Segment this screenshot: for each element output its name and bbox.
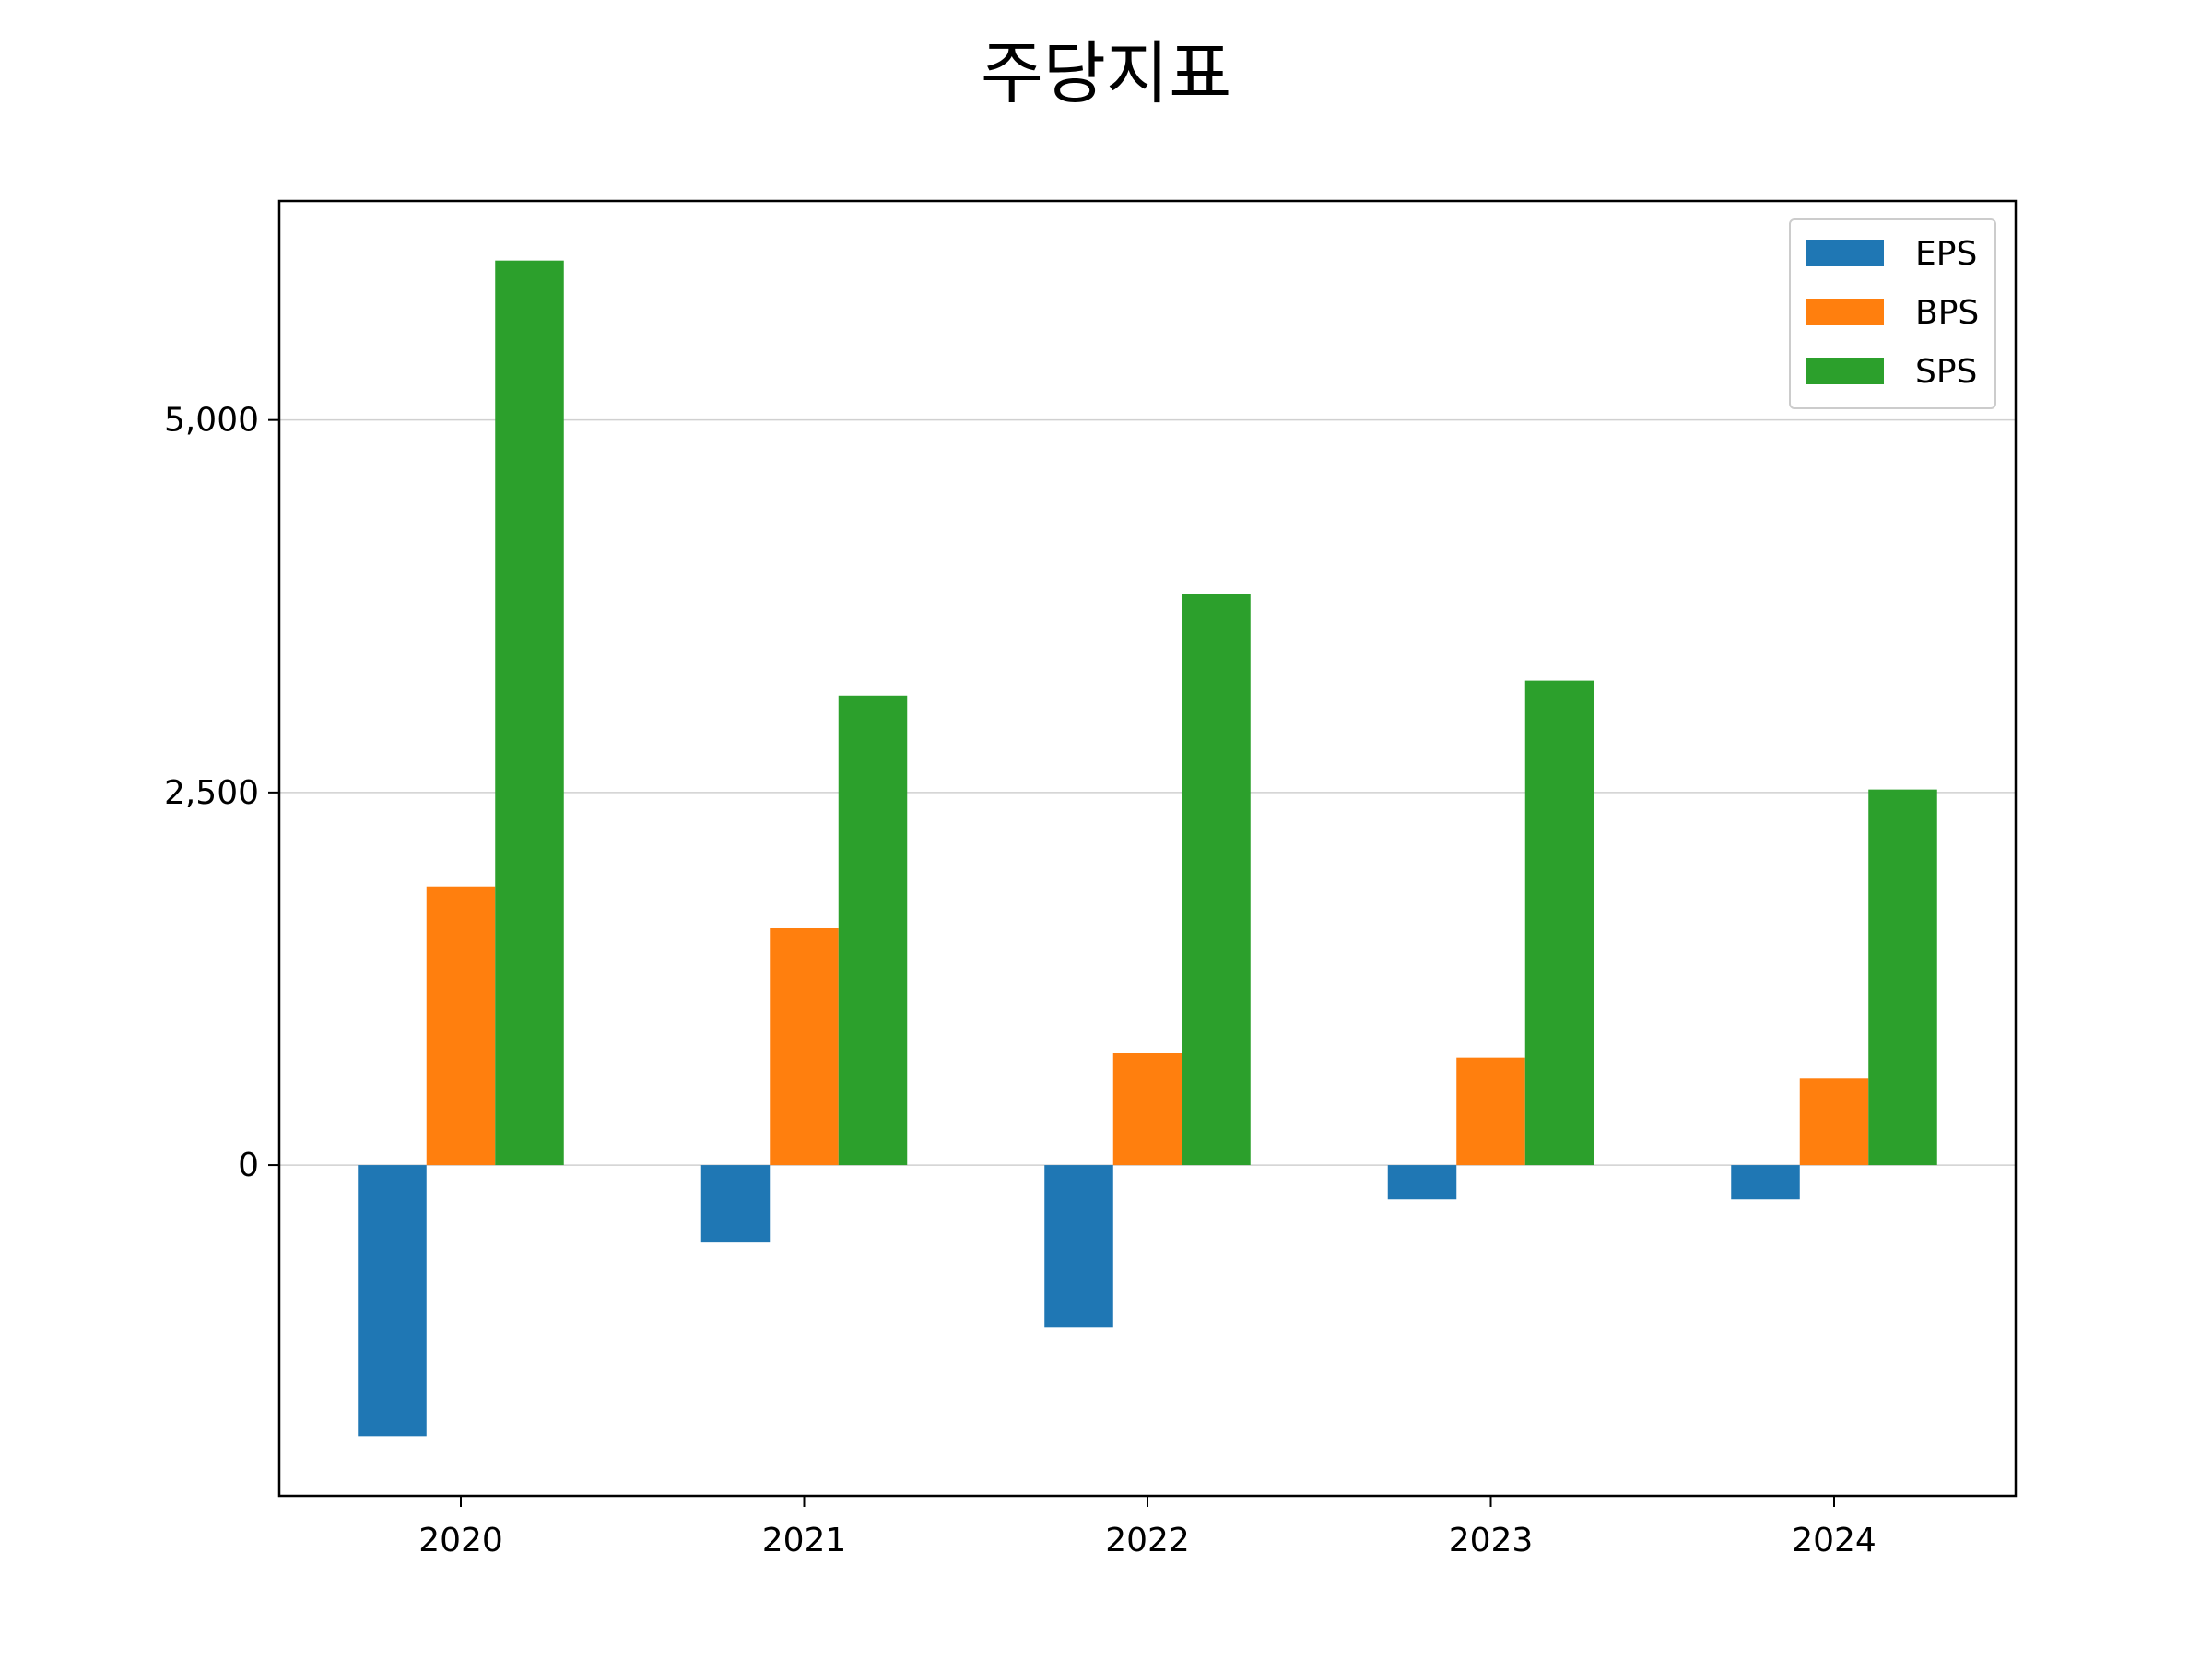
bar-bps-2020 bbox=[426, 886, 496, 1166]
legend-swatch-sps bbox=[1806, 358, 1884, 384]
x-tick-label: 2020 bbox=[418, 1522, 503, 1559]
bar-sps-2022 bbox=[1182, 594, 1251, 1166]
y-tick-label: 2,500 bbox=[164, 774, 259, 812]
x-tick-label: 2021 bbox=[762, 1522, 847, 1559]
legend-swatch-bps bbox=[1806, 299, 1884, 325]
bar-bps-2022 bbox=[1112, 1053, 1182, 1166]
bar-bps-2023 bbox=[1456, 1057, 1525, 1166]
bar-eps-2024 bbox=[1731, 1165, 1800, 1200]
y-axis: 0 2,500 5,000 bbox=[164, 402, 279, 1184]
x-tick-label: 2024 bbox=[1792, 1522, 1877, 1559]
bar-eps-2020 bbox=[358, 1165, 427, 1437]
x-tick-label: 2022 bbox=[1105, 1522, 1190, 1559]
bar-eps-2023 bbox=[1387, 1165, 1457, 1200]
chart-title: 주당지표 bbox=[980, 34, 1232, 113]
x-tick-label: 2023 bbox=[1449, 1522, 1534, 1559]
bar-sps-2021 bbox=[838, 695, 908, 1166]
y-tick-label: 0 bbox=[238, 1147, 259, 1184]
bar-sps-2020 bbox=[495, 260, 564, 1166]
bar-sps-2023 bbox=[1524, 680, 1594, 1166]
legend: EPS BPS SPS bbox=[1789, 218, 1996, 409]
legend-label-eps: EPS bbox=[1915, 235, 1977, 273]
x-axis: 2020 2021 2022 2023 2024 bbox=[418, 1496, 1877, 1559]
legend-swatch-eps bbox=[1806, 240, 1884, 266]
y-tick-label: 5,000 bbox=[164, 402, 259, 440]
bar-bps-2024 bbox=[1799, 1078, 1869, 1166]
bar-sps-2024 bbox=[1868, 789, 1937, 1166]
legend-label-bps: BPS bbox=[1915, 294, 1979, 332]
bar-eps-2021 bbox=[700, 1165, 771, 1243]
bars bbox=[358, 260, 1937, 1437]
bar-bps-2021 bbox=[770, 927, 839, 1166]
bar-eps-2022 bbox=[1044, 1165, 1113, 1328]
legend-label-sps: SPS bbox=[1915, 353, 1977, 391]
